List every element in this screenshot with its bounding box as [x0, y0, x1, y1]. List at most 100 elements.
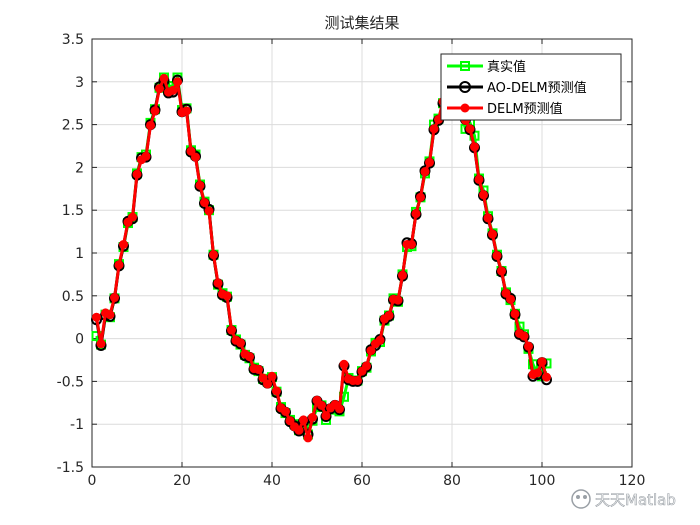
series-2-point: [339, 359, 349, 369]
series-2-point: [272, 386, 281, 396]
series-2-point: [362, 361, 371, 371]
y-tick-label-4: 0.5: [62, 289, 84, 305]
x-tick-label-5: 100: [529, 473, 556, 489]
x-tick-label-3: 60: [353, 473, 371, 489]
series-2-point: [254, 364, 263, 374]
watermark-text: 天天Matlab: [595, 491, 676, 509]
series-2-point: [501, 288, 511, 298]
series-2-point: [335, 404, 344, 414]
legend-label-0: 真实值: [487, 59, 526, 75]
x-tick-label-4: 80: [443, 473, 461, 489]
watermark-logo-icon: [571, 489, 591, 509]
series-2-point: [200, 197, 209, 207]
x-tick-label-0: 0: [88, 473, 97, 489]
series-2-point: [285, 416, 295, 426]
chart-title: 测试集结果: [324, 14, 399, 32]
legend-label-1: AO-DELM预测值: [487, 80, 587, 96]
series-2-point: [263, 379, 272, 389]
series-2-point: [168, 85, 178, 95]
y-tick-label-6: 1.5: [62, 203, 84, 219]
series-2-point: [510, 309, 520, 319]
series-2-point: [465, 124, 475, 134]
x-tick-label-2: 40: [263, 473, 281, 489]
legend-swatch-marker-2: [460, 103, 470, 113]
series-2-point: [384, 310, 394, 320]
series-2-point: [533, 368, 542, 378]
y-tick-label-0: -1.5: [57, 460, 84, 476]
series-2-point: [258, 373, 268, 383]
series-2-point: [416, 192, 425, 202]
series-2-point: [321, 411, 331, 421]
series-2-point: [308, 412, 317, 422]
series-2-point: [497, 266, 506, 276]
series-2-point: [407, 239, 416, 249]
x-tick-label-1: 20: [173, 473, 191, 489]
series-2-point: [110, 293, 119, 303]
series-2-point: [474, 174, 484, 184]
series-2-point: [353, 376, 362, 386]
series-2-point: [281, 406, 290, 416]
series-2-point: [317, 400, 326, 410]
series-2-point: [420, 167, 430, 177]
series-2-point: [267, 371, 277, 381]
series-2-point: [236, 338, 245, 348]
series-2-point: [519, 331, 529, 341]
series-2-point: [483, 213, 493, 223]
series-2-point: [303, 433, 313, 443]
series-2-point: [425, 157, 434, 167]
series-2-point: [204, 206, 214, 216]
series-2-point: [191, 152, 200, 162]
series-2: [92, 73, 551, 443]
legend-label-2: DELM预测值: [487, 101, 563, 117]
series-2-point: [128, 212, 137, 222]
y-tick-label-3: 0: [75, 332, 84, 348]
y-tick-label-5: 1: [75, 246, 84, 262]
y-tick-label-2: -0.5: [57, 374, 84, 390]
series-2-point: [245, 352, 254, 362]
series-2-point: [209, 250, 218, 260]
watermark-logo-icon-inner: [576, 495, 580, 499]
series-2-point: [299, 415, 308, 425]
y-tick-label-10: 3.5: [62, 32, 84, 48]
series-2-point: [132, 169, 142, 179]
series-2-point: [227, 325, 236, 335]
series-2-point: [506, 294, 515, 304]
series-2-point: [105, 310, 115, 320]
watermark: 天天Matlab: [571, 489, 676, 509]
legend: 真实值 AO-DELM预测值 DELM预测值: [440, 53, 622, 121]
series-2-point: [294, 425, 304, 435]
series-2-point: [393, 295, 403, 305]
series-2-point: [429, 124, 439, 134]
series-2-point: [92, 312, 101, 322]
series-2-point: [398, 270, 407, 280]
y-tick-label-7: 2: [75, 160, 84, 176]
series-2-point: [119, 239, 128, 249]
series-2-point: [114, 260, 124, 270]
y-tick-label-8: 2.5: [62, 118, 84, 134]
series-2-point: [488, 229, 497, 239]
series-2-point: [141, 151, 151, 161]
series-2-point: [146, 120, 155, 130]
series-2-point: [195, 180, 205, 190]
y-tick-label-9: 3: [75, 75, 84, 91]
series-2-point: [213, 278, 223, 288]
series-2-point: [537, 357, 547, 367]
y-tick-label-1: -1: [70, 417, 84, 433]
series-2-point: [96, 339, 106, 349]
legend-swatch-marker-1: [459, 81, 471, 93]
watermark-logo-icon-inner-2: [583, 495, 587, 499]
series-2-point: [375, 335, 385, 345]
series-2-point: [366, 346, 376, 356]
series-2-point: [524, 341, 533, 351]
x-tick-label-6: 120: [619, 473, 646, 489]
series-2-point: [186, 146, 196, 156]
series-2-point: [150, 106, 160, 116]
series-2-point: [492, 251, 502, 261]
series-2-point: [182, 106, 191, 116]
series-2-point: [173, 77, 182, 87]
series-2-point: [222, 291, 232, 301]
series-2-point: [479, 190, 488, 200]
series-2-point: [411, 209, 421, 219]
series-2-point: [159, 73, 169, 83]
